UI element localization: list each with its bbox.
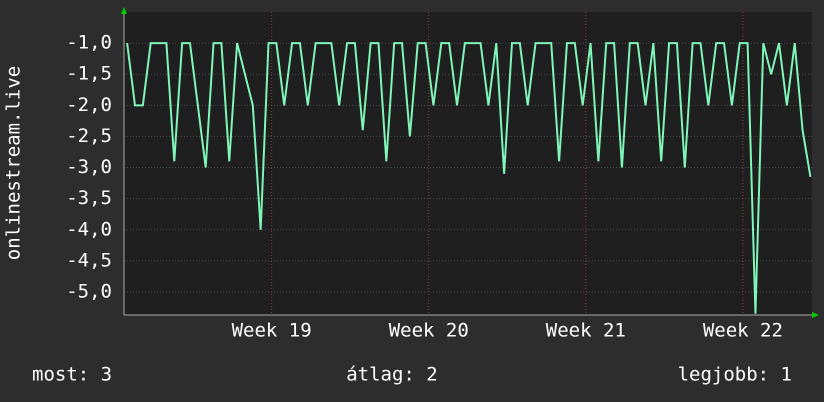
y-tick-label: -1,0: [66, 32, 112, 54]
y-tick-label: -5,0: [66, 280, 112, 302]
y-tick-label: -1,5: [66, 63, 112, 85]
data-line: [126, 42, 812, 314]
stat-best: legjobb: 1: [678, 364, 792, 386]
x-arrow: [812, 312, 819, 318]
y-tick-label: -4,0: [66, 218, 112, 240]
y-tick-label: -3,5: [66, 187, 112, 209]
y-tick-label: -2,5: [66, 125, 112, 147]
y-arrow: [121, 7, 127, 14]
y-tick-label: -4,5: [66, 249, 112, 271]
stat-current: most: 3: [32, 364, 112, 386]
x-tick-label: Week 22: [703, 320, 783, 342]
y-tick-label: -3,0: [66, 156, 112, 178]
x-tick-label: Week 21: [546, 320, 626, 342]
stat-average: átlag: 2: [346, 364, 438, 386]
y-axis-label: onlinestream.live: [3, 66, 25, 260]
x-tick-label: Week 19: [232, 320, 312, 342]
y-tick-label: -2,0: [66, 94, 112, 116]
x-tick-label: Week 20: [389, 320, 469, 342]
plot-area: [124, 12, 812, 315]
